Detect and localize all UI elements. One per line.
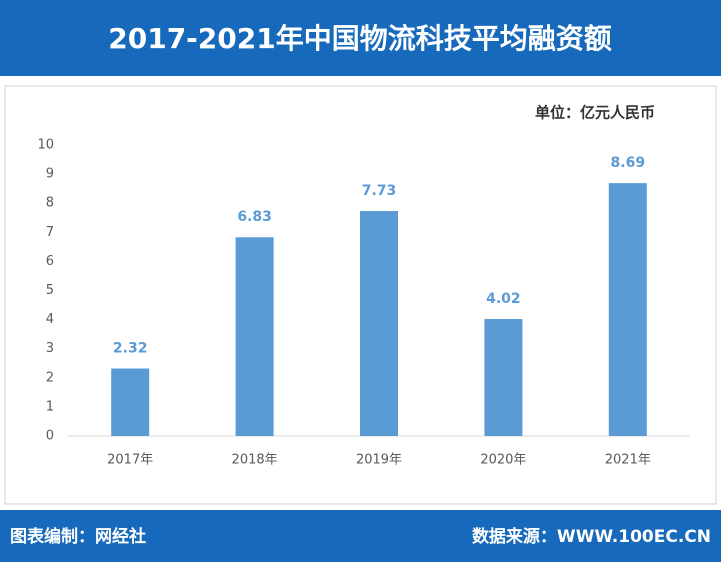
y-tick-label: 0: [46, 429, 54, 444]
value-label: 2.32: [113, 340, 148, 356]
y-tick-label: 9: [46, 167, 54, 182]
value-label: 7.73: [362, 183, 397, 199]
footer-right: 数据来源：WWW.100EC.CN: [472, 526, 711, 547]
chart-title: 2017-2021年中国物流科技平均融资额: [108, 22, 611, 55]
bar: [360, 211, 398, 436]
y-tick-label: 7: [46, 225, 54, 240]
y-tick-label: 6: [46, 254, 54, 269]
value-label: 6.83: [237, 209, 272, 225]
y-tick-label: 4: [46, 312, 54, 327]
y-tick-label: 8: [46, 196, 54, 211]
x-tick-label: 2020年: [480, 453, 526, 468]
y-tick-label: 1: [46, 399, 54, 414]
value-label: 8.69: [611, 155, 646, 171]
unit-label: 单位：亿元人民币: [535, 104, 655, 122]
bar: [111, 368, 150, 436]
header-bar: [0, 0, 721, 76]
bar: [608, 183, 647, 436]
y-tick-label: 10: [37, 138, 54, 153]
footer-bar: [0, 510, 721, 562]
bar: [484, 319, 523, 436]
y-tick-label: 5: [46, 283, 54, 298]
x-tick-label: 2021年: [605, 453, 651, 468]
bar: [235, 237, 274, 436]
x-tick-label: 2017年: [107, 453, 153, 468]
x-tick-label: 2019年: [356, 453, 402, 468]
x-tick-label: 2018年: [232, 453, 278, 468]
value-label: 4.02: [486, 291, 521, 307]
footer-left: 图表编制：网经社: [10, 526, 146, 547]
y-tick-label: 3: [46, 341, 54, 356]
y-tick-label: 2: [46, 370, 54, 385]
